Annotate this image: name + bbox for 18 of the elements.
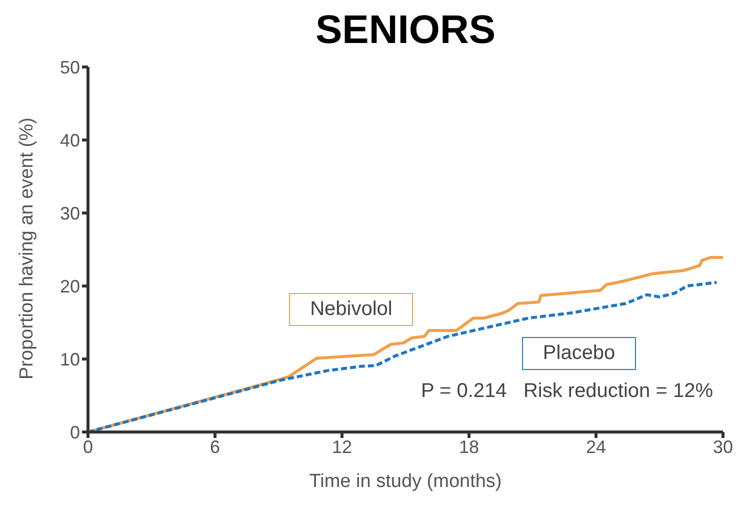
y-tick-label: 10 bbox=[60, 349, 80, 370]
y-tick-label: 30 bbox=[60, 203, 80, 224]
y-tick-label: 20 bbox=[60, 276, 80, 296]
x-tick-label: 12 bbox=[332, 436, 352, 457]
x-axis-title: Time in study (months) bbox=[309, 471, 502, 492]
x-tick-label: 0 bbox=[82, 436, 94, 457]
y-tick-label: 40 bbox=[60, 130, 80, 150]
y-tick-label: 0 bbox=[70, 422, 80, 442]
x-tick-label: 24 bbox=[586, 436, 606, 457]
x-tick-label: 6 bbox=[210, 436, 220, 457]
annotation: P = 0.214 Risk reduction = 12% bbox=[420, 380, 713, 402]
chart-title: SENIORS bbox=[314, 8, 497, 52]
y-tick-label: 50 bbox=[60, 57, 80, 78]
x-tick-label: 30 bbox=[712, 436, 734, 457]
series-label: Placebo bbox=[522, 337, 636, 370]
x-tick-label: 18 bbox=[458, 436, 480, 457]
y-axis-title: Proportion having an event (%) bbox=[16, 118, 38, 380]
series-label: Nebivolol bbox=[289, 293, 414, 326]
